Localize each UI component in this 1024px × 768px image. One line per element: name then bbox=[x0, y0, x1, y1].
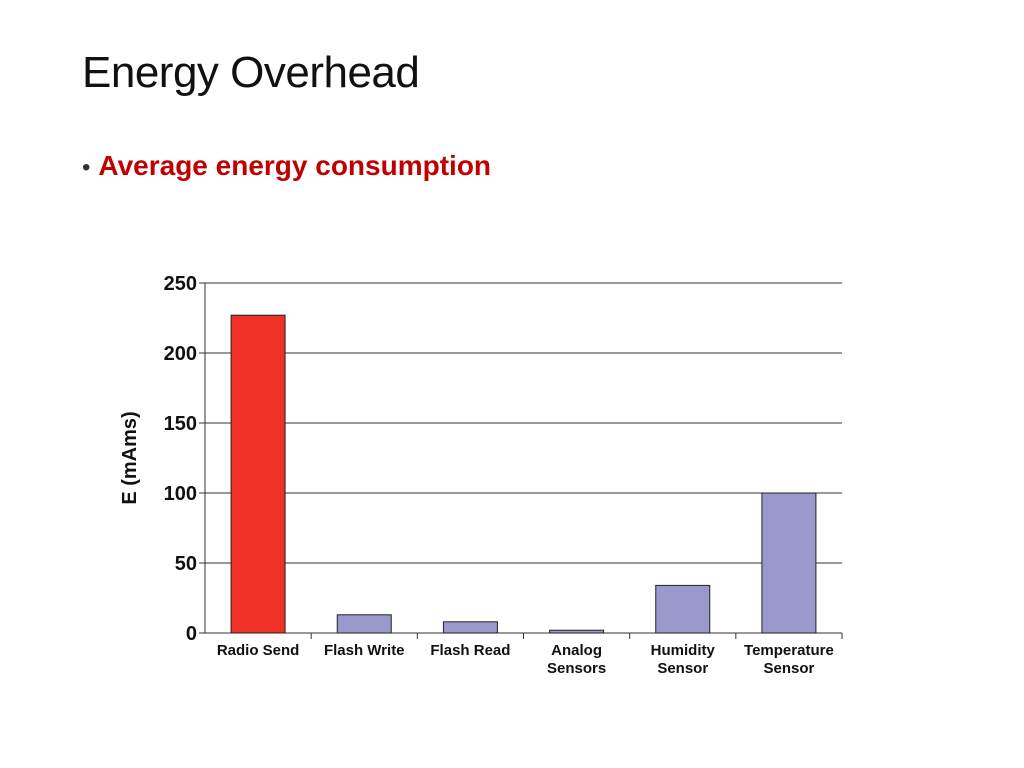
x-tick-label: Radio Send bbox=[217, 642, 300, 659]
y-tick-label: 200 bbox=[164, 343, 197, 365]
bar-4 bbox=[655, 584, 711, 634]
y-axis-label: E (mAms) bbox=[119, 411, 141, 504]
slide-title: Energy Overhead bbox=[82, 48, 420, 97]
x-tick-label: Analog bbox=[551, 642, 602, 659]
bar-2 bbox=[442, 621, 498, 634]
x-tick-label: Temperature bbox=[744, 642, 834, 659]
bar-5 bbox=[761, 492, 817, 634]
y-tick-label: 50 bbox=[175, 553, 197, 575]
x-tick-label: Sensor bbox=[763, 660, 814, 677]
x-tick-label: Sensors bbox=[547, 660, 606, 677]
y-tick-label: 250 bbox=[164, 273, 197, 295]
bar-3 bbox=[549, 629, 605, 634]
x-tick-label: Humidity bbox=[651, 642, 716, 659]
bullet-dot: • bbox=[82, 154, 91, 181]
bar-1 bbox=[336, 614, 392, 634]
y-tick-label: 150 bbox=[164, 413, 197, 435]
y-tick-label: 0 bbox=[186, 623, 197, 645]
x-tick-label: Flash Read bbox=[430, 642, 510, 659]
y-tick-label: 100 bbox=[164, 483, 197, 505]
bullet-text: Average energy consumption bbox=[98, 150, 492, 181]
x-tick-label: Flash Write bbox=[324, 642, 405, 659]
bullet-item: • Average energy consumption bbox=[82, 150, 491, 182]
x-tick-label: Sensor bbox=[657, 660, 708, 677]
bar-0 bbox=[230, 314, 286, 634]
